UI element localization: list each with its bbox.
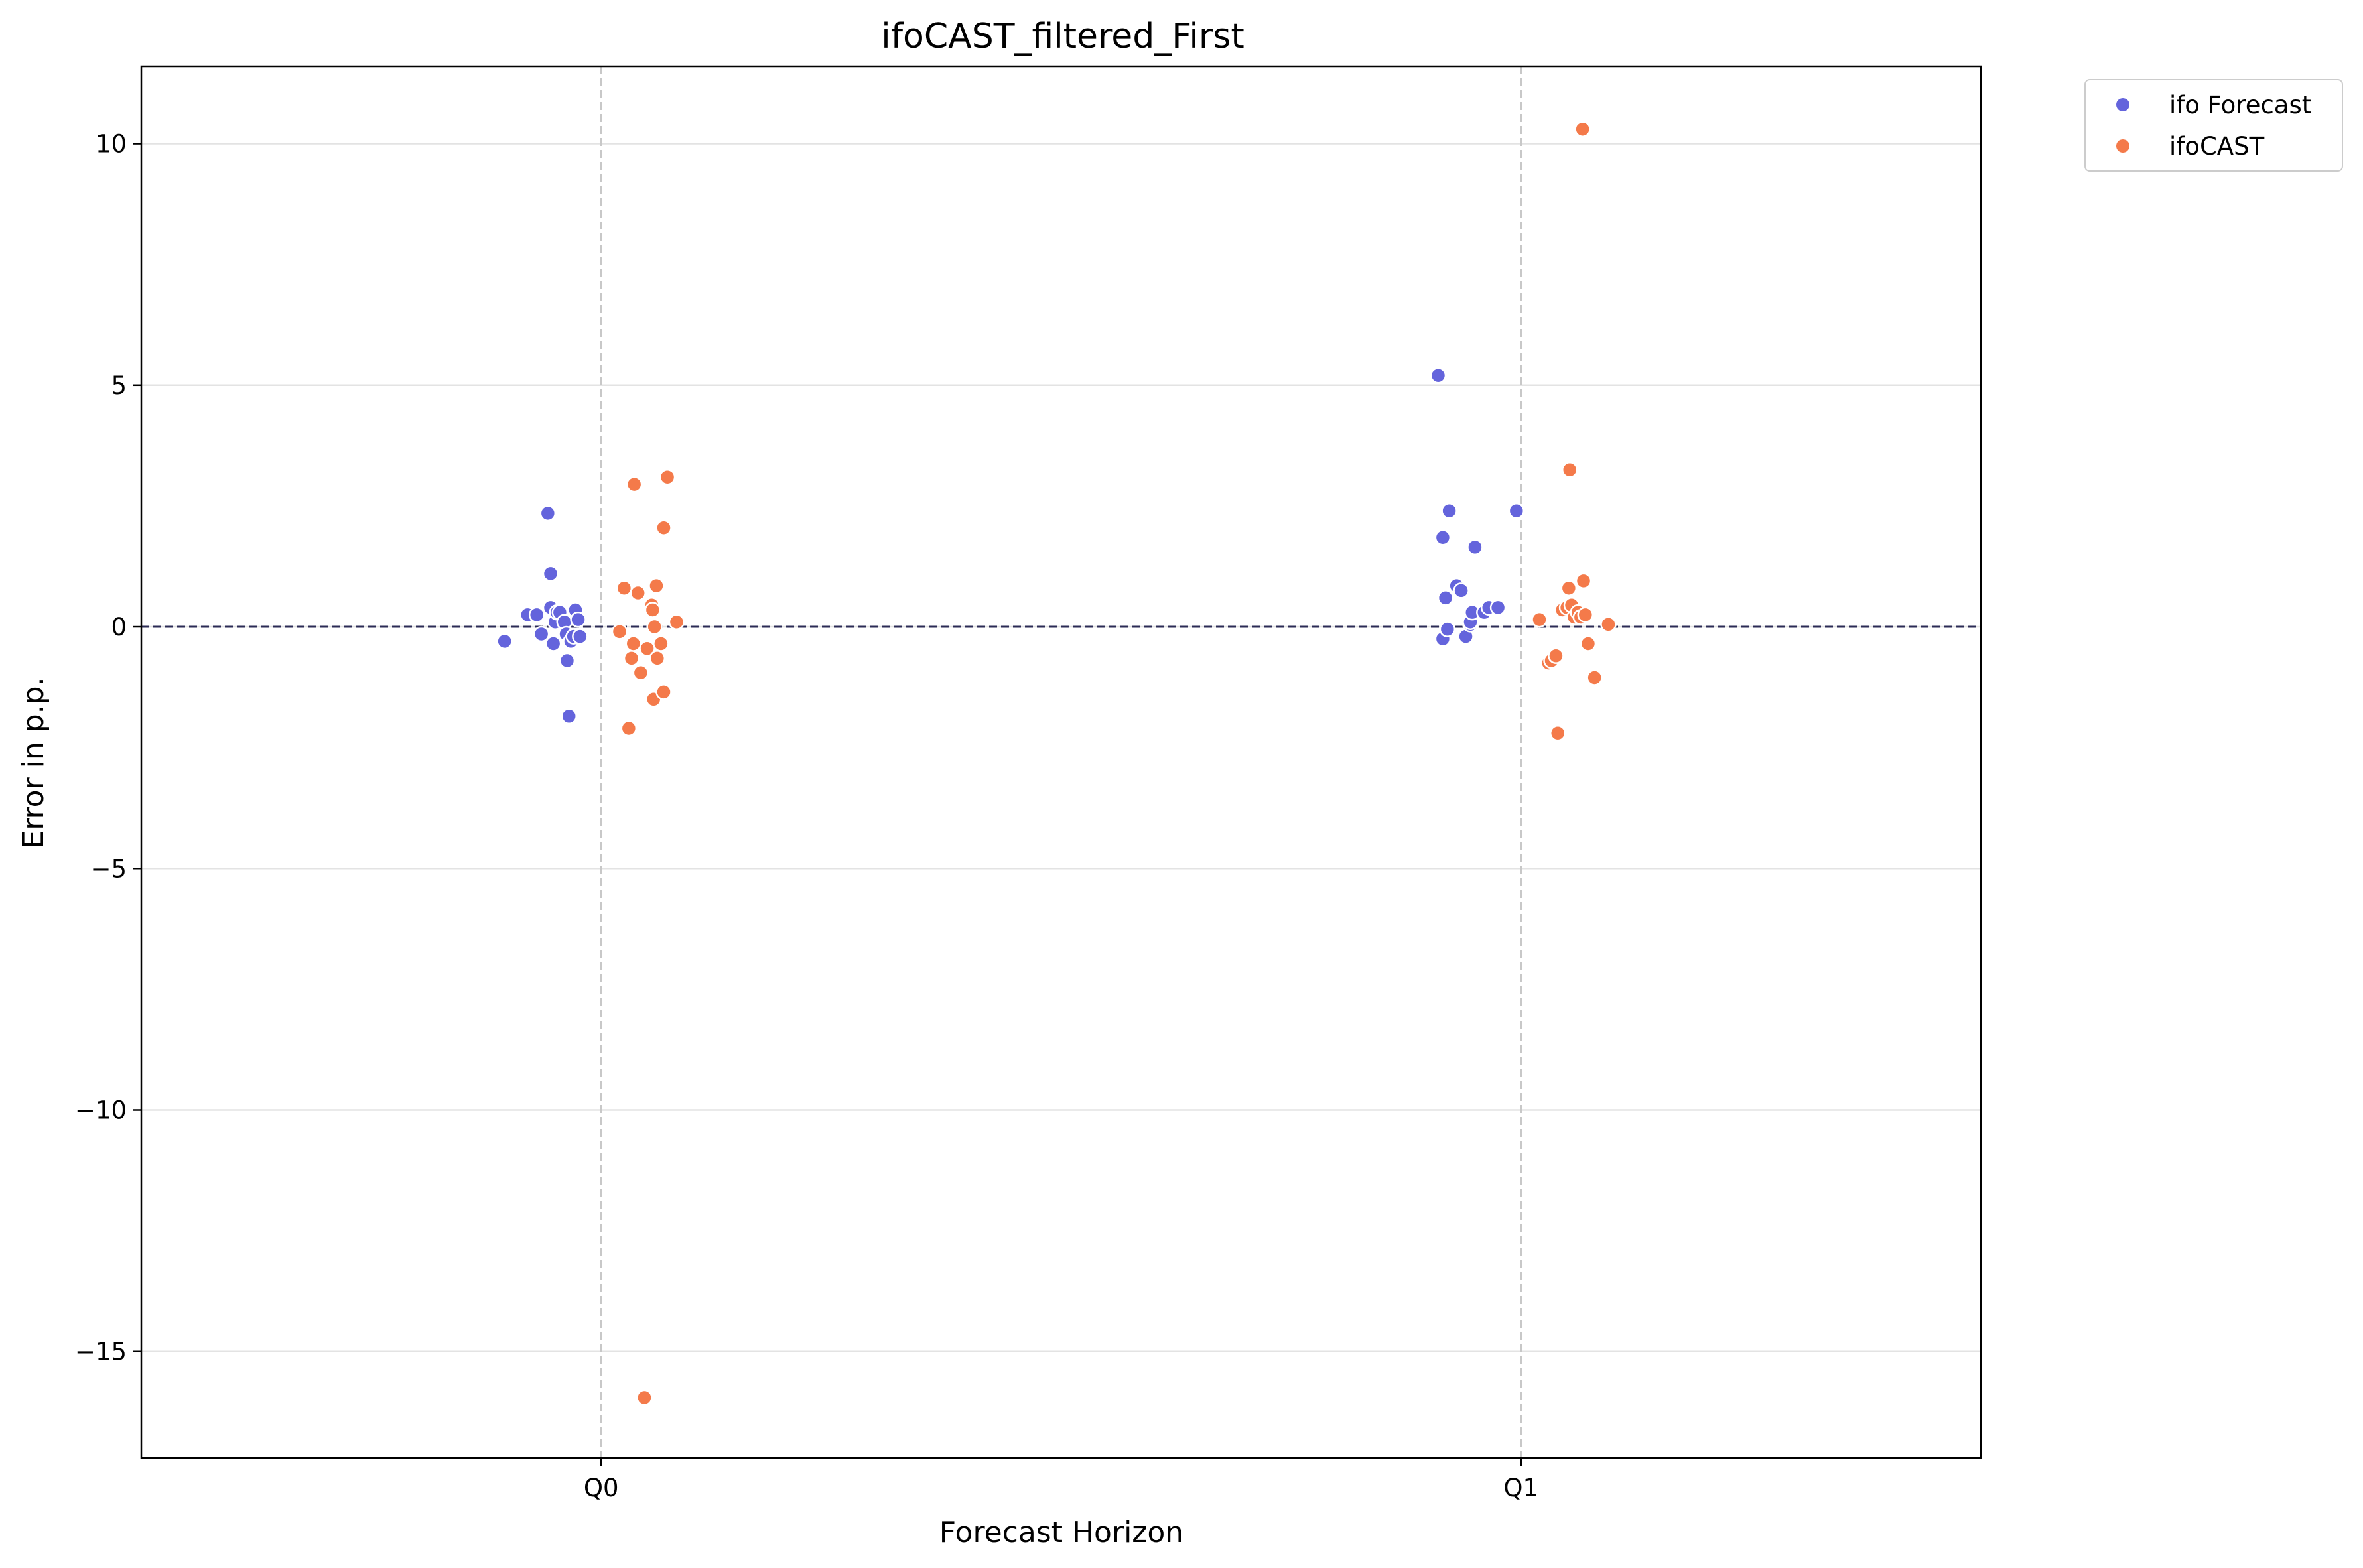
point-ifocast (653, 635, 669, 652)
point-ifocast (1560, 580, 1578, 596)
point-ifocast (620, 720, 638, 737)
x-axis-ticks: Q0 Q1 (584, 1458, 1538, 1502)
point-ifocast (1548, 647, 1564, 664)
point-ifocast (1586, 669, 1603, 686)
point-ifocast (616, 580, 633, 596)
point-ifocast (1575, 572, 1592, 590)
point-ifo-forecast (533, 625, 550, 643)
point-ifo-forecast (1467, 539, 1483, 556)
point-ifocast (648, 577, 665, 594)
x-tick-label: Q0 (584, 1474, 619, 1502)
point-ifo-forecast (542, 565, 559, 582)
point-ifocast (632, 664, 649, 681)
legend-marker-ifo-forecast (2116, 98, 2129, 111)
point-ifo-forecast (545, 635, 562, 652)
point-ifo-forecast (561, 708, 577, 725)
point-ifocast (636, 1389, 653, 1406)
y-tick-label: 5 (111, 371, 127, 400)
x-axis-label: Forecast Horizon (939, 1516, 1183, 1549)
point-ifo-forecast (572, 628, 588, 645)
y-tick-label: 10 (96, 130, 127, 159)
x-tick-label: Q1 (1503, 1474, 1538, 1502)
points-layer (496, 121, 1617, 1406)
y-axis-label: Error in p.p. (17, 677, 50, 848)
chart-title: ifoCAST_filtered_First (881, 17, 1244, 56)
point-ifocast (625, 635, 642, 652)
y-tick-label: 0 (111, 613, 127, 641)
legend: ifo Forecast ifoCAST (2084, 79, 2343, 172)
point-ifo-forecast (539, 505, 557, 522)
point-ifo-forecast (570, 611, 586, 628)
point-ifocast (644, 602, 661, 618)
point-ifocast (1600, 616, 1617, 633)
y-tick-label: −15 (75, 1338, 127, 1366)
plot-frame (140, 65, 1982, 1459)
point-ifocast (649, 650, 666, 667)
y-tick-label: −10 (75, 1096, 127, 1125)
point-ifocast (1531, 611, 1548, 628)
point-ifo-forecast (1489, 599, 1507, 616)
point-ifo-forecast (1437, 590, 1454, 606)
point-ifocast (668, 614, 685, 630)
point-ifo-forecast (1439, 621, 1456, 637)
point-ifocast (655, 519, 672, 536)
point-ifocast (626, 476, 643, 493)
legend-marker-ifocast (2116, 139, 2129, 153)
point-ifo-forecast (1441, 502, 1457, 519)
legend-label-ifo-forecast: ifo Forecast (2169, 91, 2311, 119)
y-axis-ticks: 10 5 0 −5 −10 −15 (75, 130, 141, 1366)
point-ifocast (623, 650, 640, 667)
y-tick-label: −5 (90, 854, 127, 883)
point-ifocast (1549, 725, 1566, 742)
point-ifo-forecast (1508, 502, 1525, 519)
point-ifocast (1561, 462, 1578, 478)
point-ifocast (659, 468, 676, 486)
point-ifo-forecast (1453, 582, 1469, 599)
point-ifo-forecast (528, 606, 545, 623)
point-ifocast (646, 618, 663, 635)
point-ifo-forecast (559, 652, 576, 669)
legend-label-ifocast: ifoCAST (2169, 132, 2265, 161)
point-ifo-forecast (1430, 367, 1447, 384)
point-ifocast (630, 584, 646, 602)
point-ifocast (1580, 635, 1597, 652)
point-ifocast (655, 684, 672, 700)
point-ifocast (611, 623, 628, 640)
point-ifocast (1577, 606, 1594, 623)
point-ifocast (1574, 121, 1591, 137)
point-ifo-forecast (496, 633, 513, 650)
legend-frame (2084, 79, 2343, 172)
point-ifo-forecast (1434, 529, 1452, 546)
